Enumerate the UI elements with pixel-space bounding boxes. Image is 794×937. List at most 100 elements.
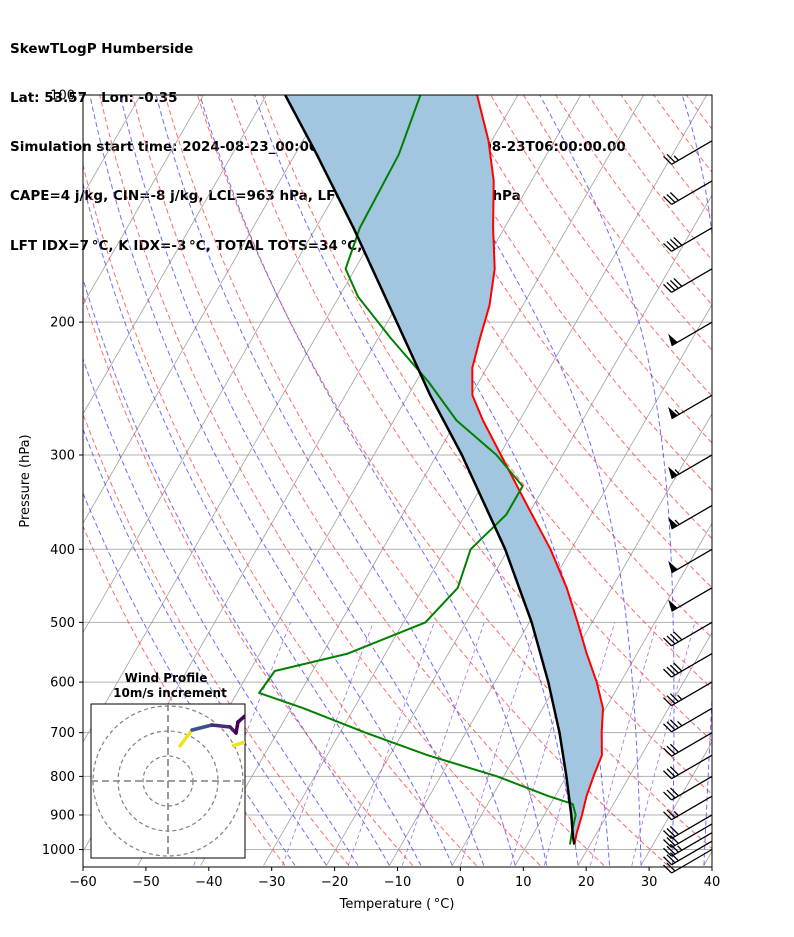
moist-adiabat: [416, 95, 642, 866]
wind-barb: [663, 681, 713, 707]
dry-adiabat: [197, 95, 712, 850]
dry-adiabat: [457, 95, 712, 444]
y-axis: 1000 900 800 700 600 500 400 300 200 100: [42, 89, 83, 858]
wind-barb: [663, 621, 713, 647]
isotherm-line: [703, 850, 712, 866]
wind-barb: [663, 775, 713, 801]
hodograph-segment: [234, 720, 240, 735]
y-tick-label: 200: [50, 316, 75, 331]
wind-barb: [668, 548, 713, 574]
x-tick-label: 10: [515, 875, 532, 890]
wind-barb: [663, 227, 713, 252]
wind-profile-inset: Wind Profile 10m/s increment: [90, 671, 246, 859]
mixing-ratio-line: [543, 622, 616, 866]
dry-adiabat: [685, 95, 712, 130]
mixing-ratio-line: [282, 622, 374, 866]
moist-adiabat: [324, 95, 611, 866]
temperature-line: [471, 95, 604, 845]
mixing-ratio-line: [347, 622, 435, 866]
moist-adiabat: [119, 95, 485, 866]
y-tick-label: 600: [50, 676, 75, 691]
wind-barb: [663, 754, 713, 780]
hodograph-segment: [236, 714, 245, 724]
parcel-line: [284, 95, 576, 845]
wind-barb: [663, 823, 713, 849]
hodograph-segment: [178, 728, 194, 748]
wind-barb: [663, 832, 713, 857]
moist-adiabat: [681, 95, 712, 866]
wind-barbs: [663, 140, 713, 874]
isotherm-line: [83, 95, 267, 415]
wind-barb: [668, 394, 713, 420]
isotherm-line: [83, 95, 330, 525]
cape-fill: [285, 95, 603, 845]
isotherm-line: [83, 95, 204, 306]
mixing-ratio-line: [401, 622, 485, 866]
y-tick-label: 100: [50, 89, 75, 104]
isotherm-line: [640, 741, 712, 866]
dry-adiabat: [359, 95, 712, 589]
chart-header: SkewTLogP Humberside Lat: 53.57 Lon: -0.…: [10, 8, 626, 271]
cape-area: [285, 95, 603, 845]
dry-adiabat: [490, 95, 712, 397]
y-tick-label: 700: [50, 726, 75, 741]
x-tick-label: 0: [456, 875, 464, 890]
location-line: Lat: 53.57 Lon: -0.35: [10, 90, 178, 107]
dry-adiabat: [653, 95, 712, 173]
x-tick-label: −40: [195, 875, 222, 890]
wind-barb: [668, 321, 713, 347]
wind-barb: [668, 504, 713, 530]
mixing-ratio-line: [631, 622, 696, 866]
inset-subtitle: 10m/s increment: [113, 686, 227, 700]
y-tick-label: 900: [50, 808, 75, 823]
x-tick-label: 30: [641, 875, 658, 890]
isotherm-line: [514, 522, 712, 866]
wind-barb: [663, 795, 713, 821]
wind-barb: [663, 707, 713, 733]
profiles: [258, 95, 604, 845]
moist-adiabat: [83, 181, 422, 866]
isotherm-line: [83, 95, 393, 634]
x-axis-title: Temperature ( °C): [339, 897, 455, 912]
dewpoint-line: [258, 95, 577, 845]
moist-adiabat: [254, 95, 579, 866]
dry-adiabat: [164, 95, 669, 866]
dry-adiabat: [83, 163, 477, 866]
dry-adiabat: [587, 95, 712, 261]
wind-barb: [668, 587, 713, 612]
dry-adiabat: [83, 293, 413, 866]
moist-adiabat: [83, 427, 327, 866]
wind-barb: [663, 180, 713, 206]
moist-adiabat: [155, 95, 516, 866]
isotherm-line: [326, 194, 712, 866]
isotherm-line: [0, 95, 78, 865]
wind-barb: [663, 814, 713, 840]
wind-barb: [663, 268, 713, 293]
dry-adiabat: [262, 95, 712, 742]
hodograph-segment: [210, 723, 232, 729]
x-tick-label: −20: [321, 875, 348, 890]
wind-barb: [663, 732, 713, 757]
mixing-ratio-line: [589, 622, 658, 866]
x-tick-label: 20: [578, 875, 595, 890]
dry-adiabat: [719, 95, 794, 866]
isotherm-line: [577, 631, 712, 866]
hodograph-segment: [231, 740, 245, 748]
y-tick-label: 300: [50, 448, 75, 463]
x-tick-label: −30: [258, 875, 285, 890]
dry-adiabat: [425, 95, 712, 492]
x-tick-label: −60: [69, 875, 96, 890]
moist-adiabat: [83, 357, 359, 866]
y-tick-label: 400: [50, 543, 75, 558]
dry-adiabat: [392, 95, 712, 540]
moist-adiabat: [83, 277, 390, 866]
isotherm-line: [767, 95, 794, 865]
x-tick-label: −50: [132, 875, 159, 890]
wind-barb: [663, 840, 713, 866]
isotherm-line: [0, 95, 15, 865]
dry-adiabat: [99, 95, 541, 866]
hodograph-segment: [190, 723, 214, 732]
wind-barb: [668, 454, 713, 480]
x-tick-label: −10: [384, 875, 411, 890]
